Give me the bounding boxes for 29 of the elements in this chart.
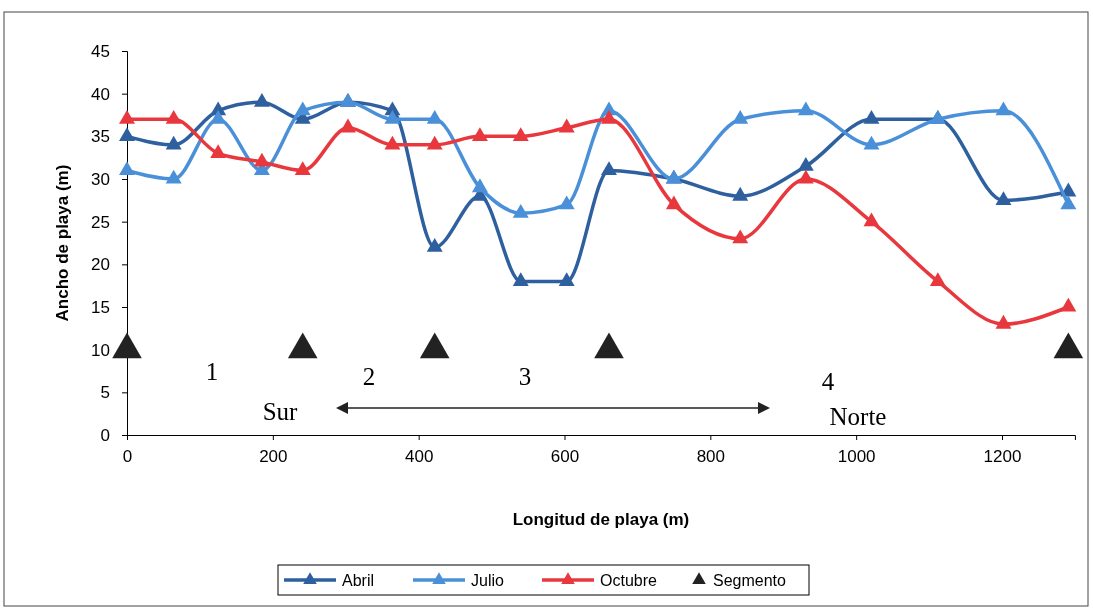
x-tick-label: 600 bbox=[550, 446, 580, 466]
x-axis-title: Longitud de playa (m) bbox=[512, 510, 690, 529]
x-tick-label: 1200 bbox=[983, 446, 1022, 466]
y-tick-label: 10 bbox=[91, 340, 110, 360]
legend-label: Segmento bbox=[713, 572, 787, 589]
y-tick-label: 25 bbox=[91, 212, 110, 232]
annotation: Norte bbox=[829, 403, 887, 430]
x-tick-label: 400 bbox=[404, 446, 434, 466]
annotation: 1 bbox=[205, 358, 219, 385]
y-tick-label: 5 bbox=[100, 383, 110, 403]
x-tick-label: 800 bbox=[696, 446, 726, 466]
x-tick-label: 0 bbox=[122, 446, 133, 466]
y-axis-title: Ancho de playa (m) bbox=[53, 164, 72, 322]
y-tick-label: 35 bbox=[91, 127, 110, 147]
annotation: 2 bbox=[362, 363, 376, 390]
x-tick-label: 1000 bbox=[837, 446, 876, 466]
y-tick-label: 20 bbox=[91, 255, 110, 275]
annotation: 4 bbox=[821, 368, 835, 395]
y-tick-label: 0 bbox=[100, 425, 110, 445]
y-tick-label: 45 bbox=[91, 41, 110, 61]
y-tick-label: 40 bbox=[91, 84, 110, 104]
y-tick-label: 15 bbox=[91, 297, 110, 317]
legend-label: Octubre bbox=[600, 572, 658, 589]
annotation: Sur bbox=[262, 398, 299, 425]
y-tick-label: 30 bbox=[91, 169, 110, 189]
annotation: 3 bbox=[518, 363, 532, 390]
x-tick-label: 200 bbox=[259, 446, 288, 466]
legend-label: Abril bbox=[342, 572, 375, 589]
legend-label: Julio bbox=[471, 572, 505, 589]
